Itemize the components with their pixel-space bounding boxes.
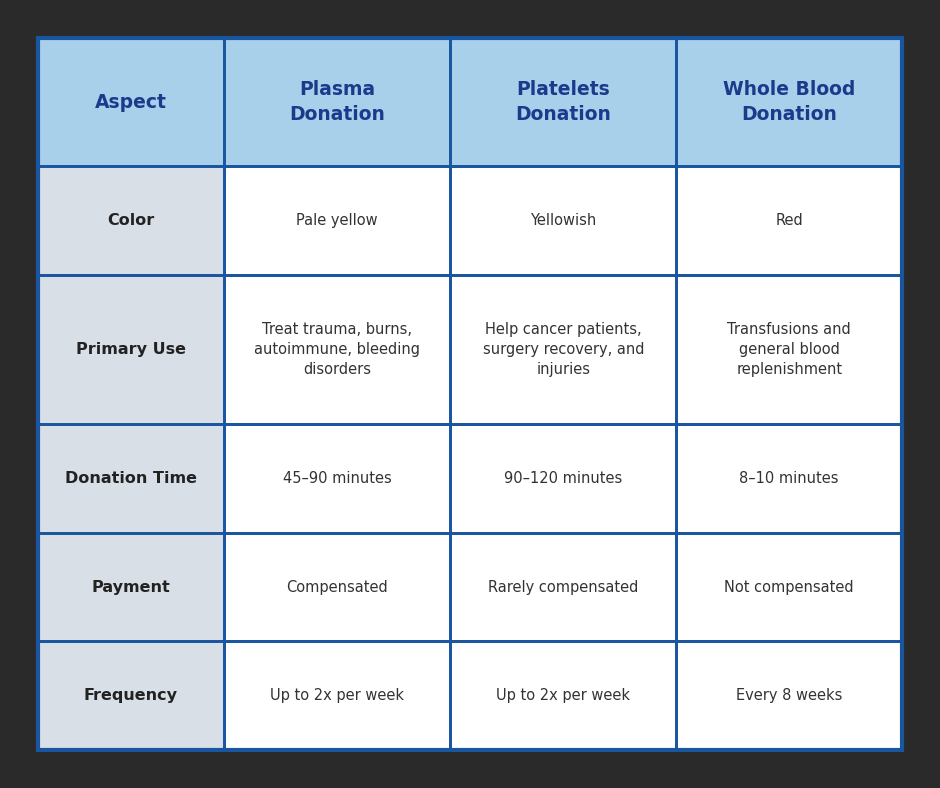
Text: Payment: Payment bbox=[91, 580, 170, 595]
Bar bbox=[38, 425, 224, 533]
Text: Every 8 weeks: Every 8 weeks bbox=[736, 688, 842, 703]
Text: Pale yellow: Pale yellow bbox=[296, 213, 378, 228]
Bar bbox=[450, 38, 677, 166]
Bar bbox=[677, 425, 902, 533]
Text: Platelets
Donation: Platelets Donation bbox=[515, 80, 611, 124]
Text: Yellowish: Yellowish bbox=[530, 213, 597, 228]
Bar bbox=[224, 641, 450, 750]
Text: Rarely compensated: Rarely compensated bbox=[488, 580, 638, 595]
Bar bbox=[38, 166, 224, 274]
Bar bbox=[450, 274, 677, 425]
Text: 8–10 minutes: 8–10 minutes bbox=[740, 471, 839, 486]
Text: Color: Color bbox=[107, 213, 154, 228]
Bar bbox=[38, 38, 224, 166]
Bar bbox=[38, 274, 224, 425]
Text: Red: Red bbox=[776, 213, 803, 228]
Text: Not compensated: Not compensated bbox=[725, 580, 854, 595]
Text: Help cancer patients,
surgery recovery, and
injuries: Help cancer patients, surgery recovery, … bbox=[482, 322, 644, 377]
Bar bbox=[224, 166, 450, 274]
Bar bbox=[224, 274, 450, 425]
Text: Up to 2x per week: Up to 2x per week bbox=[270, 688, 404, 703]
Text: 45–90 minutes: 45–90 minutes bbox=[283, 471, 391, 486]
Bar bbox=[450, 641, 677, 750]
Bar bbox=[224, 533, 450, 641]
Text: Frequency: Frequency bbox=[84, 688, 178, 703]
Bar bbox=[38, 641, 224, 750]
Text: Transfusions and
general blood
replenishment: Transfusions and general blood replenish… bbox=[728, 322, 851, 377]
Bar bbox=[450, 533, 677, 641]
Bar bbox=[677, 533, 902, 641]
Text: Donation Time: Donation Time bbox=[65, 471, 196, 486]
Text: 90–120 minutes: 90–120 minutes bbox=[504, 471, 622, 486]
Bar bbox=[677, 166, 902, 274]
Bar bbox=[677, 38, 902, 166]
Text: Up to 2x per week: Up to 2x per week bbox=[496, 688, 631, 703]
Text: Primary Use: Primary Use bbox=[76, 342, 186, 357]
Bar bbox=[224, 38, 450, 166]
Bar bbox=[450, 166, 677, 274]
Bar bbox=[224, 425, 450, 533]
Bar bbox=[450, 425, 677, 533]
Text: Whole Blood
Donation: Whole Blood Donation bbox=[723, 80, 855, 124]
Bar bbox=[677, 641, 902, 750]
Text: Aspect: Aspect bbox=[95, 92, 166, 112]
Text: Compensated: Compensated bbox=[286, 580, 388, 595]
Text: Treat trauma, burns,
autoimmune, bleeding
disorders: Treat trauma, burns, autoimmune, bleedin… bbox=[254, 322, 420, 377]
Bar bbox=[38, 533, 224, 641]
Bar bbox=[677, 274, 902, 425]
Text: Plasma
Donation: Plasma Donation bbox=[289, 80, 384, 124]
